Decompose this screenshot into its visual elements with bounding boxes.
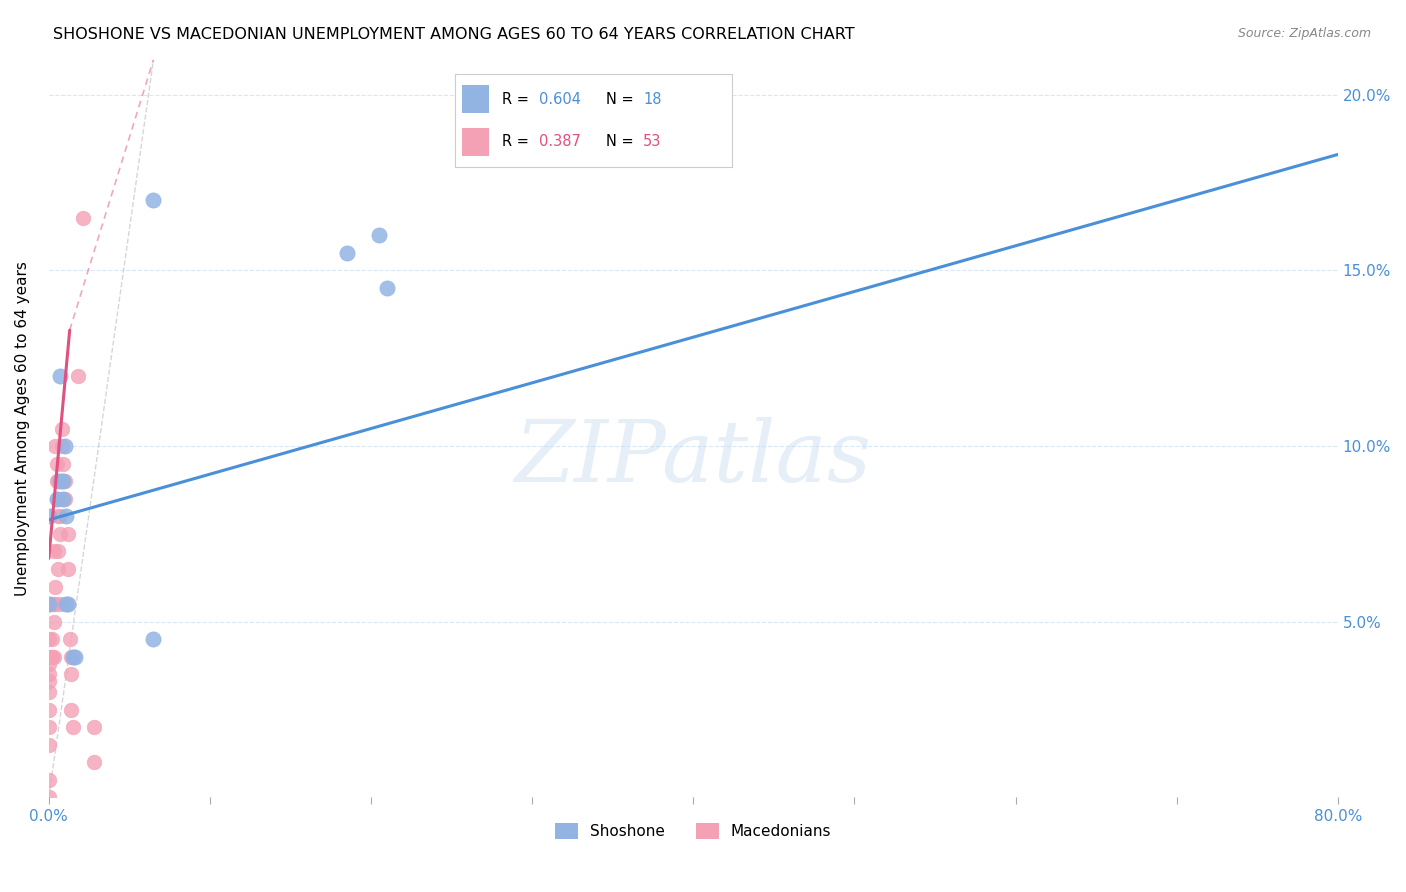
- Point: [52, 474, 75, 488]
- Point: [49, 509, 72, 524]
- Point: [375, 281, 398, 295]
- Point: [38, 667, 60, 681]
- Point: [49, 474, 72, 488]
- Text: ZIPatlas: ZIPatlas: [515, 417, 872, 500]
- Point: [59, 632, 82, 647]
- Point: [42, 649, 65, 664]
- Point: [38, 674, 60, 689]
- Point: [52, 491, 75, 506]
- Point: [53, 474, 76, 488]
- Point: [56, 562, 79, 576]
- Point: [52, 474, 75, 488]
- Point: [72, 211, 94, 225]
- Point: [44, 580, 66, 594]
- Point: [49, 597, 72, 611]
- Point: [52, 491, 75, 506]
- Point: [60, 649, 83, 664]
- Point: [38, 685, 60, 699]
- Point: [38, 632, 60, 647]
- Point: [38, 703, 60, 717]
- Point: [42, 597, 65, 611]
- Point: [41, 649, 63, 664]
- Point: [52, 457, 75, 471]
- Point: [53, 491, 76, 506]
- Point: [38, 597, 60, 611]
- Point: [56, 597, 79, 611]
- Point: [45, 491, 67, 506]
- Text: Source: ZipAtlas.com: Source: ZipAtlas.com: [1237, 27, 1371, 40]
- Point: [38, 597, 60, 611]
- Point: [44, 439, 66, 453]
- Point: [38, 790, 60, 805]
- Point: [49, 527, 72, 541]
- Point: [41, 649, 63, 664]
- Point: [49, 368, 72, 383]
- Point: [45, 474, 67, 488]
- Point: [62, 649, 84, 664]
- Point: [83, 720, 105, 734]
- Point: [60, 703, 83, 717]
- Point: [60, 667, 83, 681]
- Text: SHOSHONE VS MACEDONIAN UNEMPLOYMENT AMONG AGES 60 TO 64 YEARS CORRELATION CHART: SHOSHONE VS MACEDONIAN UNEMPLOYMENT AMON…: [53, 27, 855, 42]
- Point: [336, 245, 359, 260]
- Point: [38, 720, 60, 734]
- Point: [48, 562, 70, 576]
- Point: [63, 649, 86, 664]
- Point: [51, 439, 73, 453]
- Point: [38, 738, 60, 752]
- Point: [56, 527, 79, 541]
- Point: [62, 720, 84, 734]
- Point: [49, 474, 72, 488]
- Point: [48, 544, 70, 558]
- Point: [48, 474, 70, 488]
- Point: [53, 439, 76, 453]
- Point: [48, 509, 70, 524]
- Point: [83, 756, 105, 770]
- Point: [51, 421, 73, 435]
- Point: [44, 597, 66, 611]
- Point: [52, 474, 75, 488]
- Point: [45, 491, 67, 506]
- Point: [55, 597, 77, 611]
- Y-axis label: Unemployment Among Ages 60 to 64 years: Unemployment Among Ages 60 to 64 years: [15, 261, 30, 596]
- Point: [142, 193, 165, 207]
- Point: [38, 772, 60, 787]
- Legend: Shoshone, Macedonians: Shoshone, Macedonians: [548, 817, 838, 845]
- Point: [41, 632, 63, 647]
- Point: [42, 544, 65, 558]
- Point: [55, 509, 77, 524]
- Point: [42, 615, 65, 629]
- Point: [38, 509, 60, 524]
- Point: [41, 597, 63, 611]
- Point: [66, 368, 89, 383]
- Point: [368, 228, 391, 243]
- Point: [38, 657, 60, 671]
- Point: [142, 632, 165, 647]
- Point: [38, 649, 60, 664]
- Point: [45, 457, 67, 471]
